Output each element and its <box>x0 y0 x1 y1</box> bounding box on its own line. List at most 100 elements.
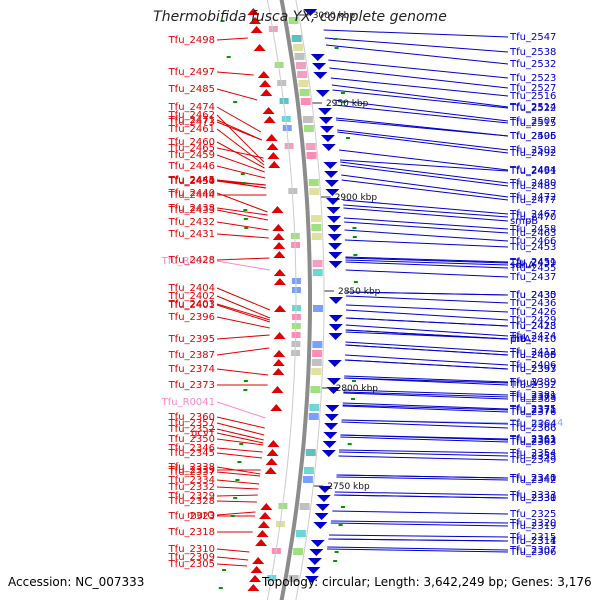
right-leader-line <box>344 359 509 370</box>
feature-block <box>274 62 284 68</box>
right-gene-label: Tfu_2463 <box>509 228 556 239</box>
right-leader-line <box>340 164 509 187</box>
left-gene-label: Tfu_R0041 <box>161 397 215 408</box>
right-leader-line <box>345 344 509 356</box>
reverse-gene-arrow <box>320 135 335 142</box>
right-gene-label: Tfu_2470 <box>509 212 556 223</box>
reverse-gene-arrow <box>325 198 340 205</box>
reverse-gene-arrow <box>315 504 330 511</box>
feature-block <box>305 449 316 456</box>
reverse-gene-arrow <box>328 333 343 340</box>
right-leader-line <box>345 331 509 340</box>
reverse-gene-arrow <box>328 315 343 322</box>
forward-gene-arrow <box>273 305 286 312</box>
forward-gene-arrow <box>270 404 283 411</box>
reverse-gene-arrow <box>307 558 322 565</box>
reverse-gene-arrow <box>326 387 341 394</box>
left-leader-line <box>216 114 265 163</box>
right-gene-label: Tfu_2381 <box>509 390 556 401</box>
reverse-gene-arrow <box>325 189 340 196</box>
forward-gene-arrow <box>268 161 281 168</box>
left-gene-label: Tfu_2337 <box>168 467 215 478</box>
marker-tick <box>243 209 248 211</box>
feature-block <box>311 233 322 240</box>
reverse-gene-arrow <box>327 225 342 232</box>
right-gene-label: Tfu_2393 <box>509 364 556 375</box>
left-gene-label: Tfu_2329 <box>168 491 215 502</box>
ruler-label: 2800 kbp <box>336 384 379 394</box>
label-leader-lines <box>216 29 509 567</box>
right-gene-label: Tfu_2340 <box>509 473 556 484</box>
feature-block <box>288 575 299 582</box>
marker-tick <box>352 227 357 229</box>
right-leader-line <box>344 221 509 234</box>
reverse-gene-arrow <box>322 441 337 448</box>
marker-tick <box>338 524 343 526</box>
feature-block <box>293 548 304 555</box>
left-leader-line <box>216 165 266 179</box>
right-leader-line <box>338 455 509 461</box>
right-gene-label: Tfu_2467 <box>509 209 556 220</box>
right-leader-line <box>342 199 509 215</box>
forward-gene-arrow <box>250 26 263 33</box>
right-gene-label: Tfu_2538 <box>509 47 556 58</box>
forward-gene-arrow <box>259 80 272 87</box>
marker-tick <box>243 389 248 391</box>
right-gene-label: Tfu_2453 <box>509 242 556 253</box>
forward-gene-arrow <box>256 530 269 537</box>
right-leader-line <box>345 259 509 266</box>
feature-block <box>312 269 323 276</box>
right-gene-label: Tfu_2307 <box>509 545 556 556</box>
ruler-label: 3000 kbp <box>313 11 356 21</box>
forward-gene-arrow <box>264 467 277 474</box>
right-leader-line <box>330 520 509 524</box>
left-gene-label: Tfu_2323 <box>168 511 215 522</box>
right-gene-label: Tfu_2371 <box>509 405 556 416</box>
right-leader-line <box>343 217 509 230</box>
feature-block <box>277 80 287 86</box>
right-gene-label: Tfu_2426 <box>509 307 556 318</box>
feature-block <box>294 53 305 60</box>
right-leader-line <box>323 29 509 38</box>
left-leader-line <box>216 466 261 475</box>
right-leader-line <box>340 436 509 443</box>
forward-gene-arrow <box>273 350 286 357</box>
right-leader-line <box>336 119 509 137</box>
left-gene-label: Tfu_2444 <box>168 190 215 201</box>
right-gene-label: Tfu_2392 <box>509 380 556 391</box>
right-gene-label: Tfu_2523 <box>509 73 556 84</box>
right-leader-line <box>341 421 509 429</box>
reverse-gene-arrow <box>314 513 329 520</box>
left-leader-line <box>216 347 270 356</box>
marker-tick <box>333 560 338 562</box>
right-leader-line <box>344 377 509 386</box>
left-gene-label: Tfu_2497 <box>168 67 215 78</box>
right-gene-label: Tfu_2477 <box>509 195 556 206</box>
forward-gene-arrow <box>259 512 272 519</box>
forward-gene-arrow <box>272 368 285 375</box>
left-gene-label: Tfu_2454 <box>168 176 215 187</box>
right-gene-label: Tfu_2333 <box>509 490 556 501</box>
left-gene-label: Tfu_2305 <box>168 559 215 570</box>
marker-tick <box>333 38 338 40</box>
left-leader-line <box>216 287 271 311</box>
right-gene-label: Tfu_2505 <box>509 131 556 142</box>
forward-gene-arrow <box>273 332 286 339</box>
feature-block <box>299 503 310 510</box>
reverse-gene-arrow <box>326 207 341 214</box>
marker-tick <box>226 56 231 58</box>
left-leader-line <box>216 563 248 567</box>
right-gene-label: Tfu_2378 <box>509 392 556 403</box>
left-gene-label: Tfu_2350 <box>168 434 215 445</box>
feature-block <box>297 71 308 78</box>
right-gene-label: Tfu_2491 <box>509 166 556 177</box>
right-leader-line <box>341 179 509 201</box>
reverse-gene-arrow <box>328 252 343 259</box>
forward-gene-arrow <box>271 386 284 393</box>
left-leader-line <box>216 438 264 446</box>
reverse-gene-arrow <box>317 486 332 493</box>
feature-block <box>279 98 289 104</box>
right-gene-label: Tfu_2527 <box>509 83 556 94</box>
reverse-gene-arrow <box>323 432 338 439</box>
